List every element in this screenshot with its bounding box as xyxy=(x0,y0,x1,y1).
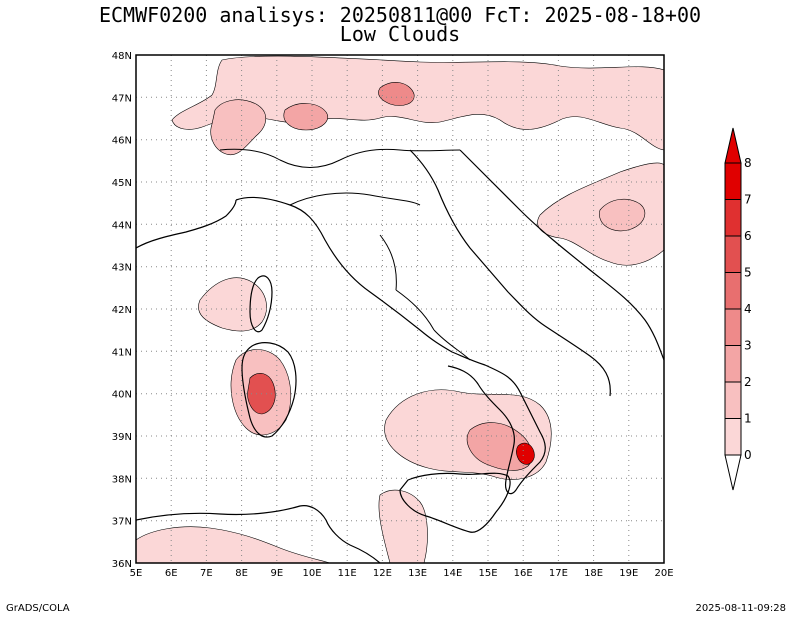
lat-label: 41N xyxy=(112,347,132,358)
internal-borders xyxy=(219,148,471,361)
lon-label: 15E xyxy=(478,568,497,579)
colorbar-segment xyxy=(724,345,742,383)
lon-label: 20E xyxy=(654,568,673,579)
lon-label: 16E xyxy=(514,568,533,579)
colorbar-segment xyxy=(724,381,742,419)
map-area xyxy=(136,55,664,563)
lon-label: 13E xyxy=(408,568,427,579)
lat-label: 45N xyxy=(112,178,132,189)
lat-label: 40N xyxy=(112,390,132,401)
cloud-north-africa xyxy=(136,526,331,563)
lat-label: 36N xyxy=(112,559,132,570)
colorbar-segment xyxy=(724,235,742,273)
lon-label: 17E xyxy=(549,568,568,579)
lon-label: 6E xyxy=(165,568,178,579)
lat-label: 38N xyxy=(112,474,132,485)
cloud-shading xyxy=(136,55,664,563)
italy-adriatic-coast xyxy=(409,149,611,397)
corsica-coastline xyxy=(249,275,273,333)
lat-label: 44N xyxy=(112,220,132,231)
sardinia-coastline xyxy=(241,342,297,438)
lon-label: 12E xyxy=(373,568,392,579)
chart-title: ECMWF0200 analisys: 20250811@00 FcT: 202… xyxy=(98,3,702,27)
sicily-coastline xyxy=(399,472,511,533)
cloud-balkans-core xyxy=(599,198,646,232)
colorbar-segment xyxy=(724,418,742,456)
map-frame xyxy=(135,54,665,564)
cloud-sicily-south xyxy=(378,489,428,563)
colorbar-label: 7 xyxy=(744,193,752,207)
colorbar-label: 8 xyxy=(744,156,752,170)
colorbar-top-arrow xyxy=(724,127,742,164)
lon-label: 9E xyxy=(270,568,283,579)
chart-subtitle: Low Clouds xyxy=(339,22,461,46)
italy-coastline xyxy=(235,196,546,495)
footer-credit: GrADS/COLA xyxy=(6,603,70,614)
colorbar-segment xyxy=(724,162,742,200)
footer-timestamp: 2025-08-11-09:28 xyxy=(695,603,786,614)
lon-label: 7E xyxy=(200,568,213,579)
lon-label: 11E xyxy=(338,568,357,579)
lon-label: 8E xyxy=(235,568,248,579)
cloud-alps-west xyxy=(210,99,267,156)
balkan-coastline xyxy=(459,149,664,361)
colorbar-label: 6 xyxy=(744,229,752,243)
colorbar-bottom-arrow xyxy=(724,454,742,491)
lat-label: 46N xyxy=(112,136,132,147)
colorbar-label: 4 xyxy=(744,302,752,316)
colorbar-segment xyxy=(724,272,742,310)
colorbar xyxy=(724,127,742,491)
colorbar-label: 5 xyxy=(744,266,752,280)
lon-label: 18E xyxy=(584,568,603,579)
colorbar-label: 0 xyxy=(744,448,752,462)
map-grid xyxy=(136,55,664,563)
lat-label: 37N xyxy=(112,517,132,528)
lat-axis: 48N 47N 46N 45N 44N 43N 42N 41N 40N 39N … xyxy=(112,51,132,570)
cloud-calabria-peak xyxy=(516,442,535,465)
colorbar-segment xyxy=(724,199,742,237)
cloud-alps-center xyxy=(283,103,328,131)
cloud-alps-east xyxy=(378,82,415,106)
cloud-calabria-core xyxy=(466,422,533,471)
lon-label: 14E xyxy=(443,568,462,579)
lat-label: 42N xyxy=(112,305,132,316)
lon-label: 10E xyxy=(302,568,321,579)
lat-label: 48N xyxy=(112,51,132,62)
colorbar-label: 3 xyxy=(744,339,752,353)
lon-label: 5E xyxy=(130,568,143,579)
lon-label: 19E xyxy=(619,568,638,579)
colorbar-segment xyxy=(724,308,742,346)
coastlines xyxy=(136,149,664,563)
lat-label: 47N xyxy=(112,93,132,104)
france-coastline xyxy=(136,199,237,249)
cloud-alps-north xyxy=(171,55,664,151)
colorbar-label: 2 xyxy=(744,375,752,389)
cloud-corsica xyxy=(198,277,267,332)
africa-coastline xyxy=(136,505,381,563)
colorbar-label: 1 xyxy=(744,412,752,426)
lon-axis: 5E 6E 7E 8E 9E 10E 11E 12E 13E 14E 15E 1… xyxy=(130,568,674,579)
lat-label: 39N xyxy=(112,432,132,443)
colorbar-labels: 0 1 2 3 4 5 6 7 8 xyxy=(744,156,752,462)
lat-label: 43N xyxy=(112,263,132,274)
